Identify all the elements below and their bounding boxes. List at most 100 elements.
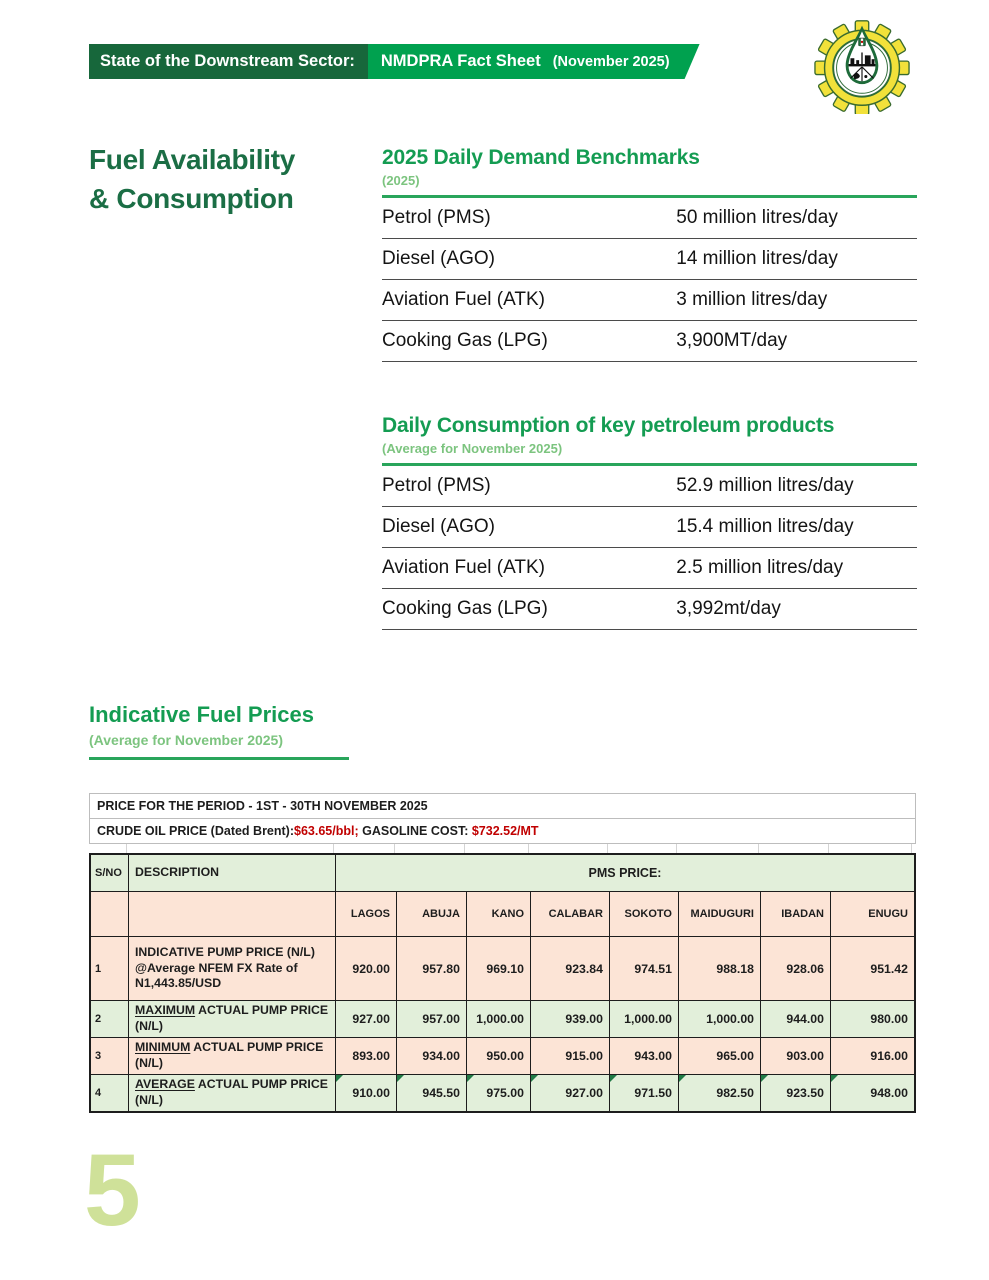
price-data-row: 4 AVERAGE ACTUAL PUMP PRICE (N/L) 910.00 94… [91,1074,914,1111]
benchmarks-title: 2025 Daily Demand Benchmarks [382,146,700,169]
consumption-block: Daily Consumption of key petroleum produ… [382,414,917,630]
price-value-cell: 950.00 [467,1038,531,1074]
city-header: MAIDUGURI [679,892,761,936]
crude-oil-value: $63.65/bbl; [294,824,359,838]
price-value-cell: 957.00 [397,1001,467,1037]
consumption-label: Petrol (PMS) [382,475,491,496]
price-value-cell: 927.00 [531,1075,610,1111]
banner-date: (November 2025) [552,53,670,70]
price-period-row: PRICE FOR THE PERIOD - 1ST - 30TH NOVEMB… [89,793,916,818]
empty-cell [129,892,336,936]
price-value-cell: 903.00 [761,1038,831,1074]
sno-cell: 3 [91,1038,129,1074]
prices-subtitle: (Average for November 2025) [89,732,284,748]
price-value-cell: 923.84 [531,937,610,1000]
benchmarks-label: Diesel (AGO) [382,248,495,269]
description-text: INDICATIVE PUMP PRICE (N/L) @Average NFE… [135,944,315,991]
prices-heading: Indicative Fuel Prices (Average for Nove… [89,702,349,760]
consumption-label: Diesel (AGO) [382,516,495,537]
gasoline-label: GASOLINE COST: [358,824,472,838]
sno-header: S/NO [91,855,129,891]
description-text: AVERAGE ACTUAL PUMP PRICE (N/L) [135,1077,328,1107]
price-value-cell: 915.00 [531,1038,610,1074]
city-header: LAGOS [336,892,397,936]
price-value-cell: 920.00 [336,937,397,1000]
banner-title: NMDPRA Fact Sheet [380,52,541,70]
page-number: 5 [84,1133,141,1247]
nmdpra-logo-icon [814,20,910,114]
price-value-cell: 965.00 [679,1038,761,1074]
page-title-line1: Fuel Availability [89,144,295,175]
description-cell: AVERAGE ACTUAL PUMP PRICE (N/L) [129,1075,336,1111]
consumption-row: Petrol (PMS) 52.9 million litres/day [382,466,917,507]
consumption-label: Aviation Fuel (ATK) [382,557,545,578]
pms-price-grid: S/NO DESCRIPTION PMS PRICE: LAGOS ABUJA KANO C… [89,853,916,1113]
price-value-cell: 928.06 [761,937,831,1000]
price-value-cell: 893.00 [336,1038,397,1074]
price-table: PRICE FOR THE PERIOD - 1ST - 30TH NOVEMB… [89,793,916,1113]
consumption-label: Cooking Gas (LPG) [382,598,548,619]
price-value-cell: 951.42 [831,937,914,1000]
description-text: MAXIMUM ACTUAL PUMP PRICE (N/L) [135,1003,329,1033]
consumption-title: Daily Consumption of key petroleum produ… [382,414,835,437]
benchmarks-value: 50 million litres/day [676,207,838,228]
description-underlined-word: MAXIMUM [135,1003,196,1018]
price-value-cell: 945.50 [397,1075,467,1111]
benchmarks-value: 14 million litres/day [676,248,838,269]
city-header: CALABAR [531,892,610,936]
price-value-cell: 982.50 [679,1075,761,1111]
price-value-cell: 939.00 [531,1001,610,1037]
price-data-row: 2 MAXIMUM ACTUAL PUMP PRICE (N/L) 927.00 95… [91,1000,914,1037]
price-value-cell: 971.50 [610,1075,679,1111]
sno-cell: 2 [91,1001,129,1037]
city-header: IBADAN [761,892,831,936]
consumption-table: Petrol (PMS) 52.9 million litres/day Diese… [382,466,917,630]
consumption-row: Diesel (AGO) 15.4 million litres/day [382,507,917,548]
consumption-row: Cooking Gas (LPG) 3,992mt/day [382,589,917,630]
price-value-cell: 916.00 [831,1038,914,1074]
crude-oil-row: CRUDE OIL PRICE (Dated Brent): $63.65/bb… [89,818,916,844]
gasoline-value: $732.52/MT [471,824,539,838]
price-value-cell: 948.00 [831,1075,914,1111]
empty-cell [91,892,129,936]
price-value-cell: 910.00 [336,1075,397,1111]
benchmarks-subtitle: (2025) [382,173,420,188]
header-banner: State of the Downstream Sector: NMDPRA F… [89,44,700,79]
green-rule [382,463,917,466]
banner-section-label: State of the Downstream Sector: [89,44,368,79]
city-header: SOKOTO [610,892,679,936]
description-cell: MAXIMUM ACTUAL PUMP PRICE (N/L) [129,1001,336,1037]
crude-oil-label: CRUDE OIL PRICE (Dated Brent): [97,824,295,838]
benchmarks-value: 3,900MT/day [676,330,788,351]
gridline-gap-row [89,844,916,853]
benchmarks-label: Petrol (PMS) [382,207,491,228]
page-title-line2: & Consumption [89,183,294,214]
green-rule [382,195,917,198]
price-value-cell: 943.00 [610,1038,679,1074]
description-underlined-word: AVERAGE [135,1077,195,1092]
benchmarks-label: Cooking Gas (LPG) [382,330,548,351]
city-header: ABUJA [397,892,467,936]
price-value-cell: 969.10 [467,937,531,1000]
consumption-value: 2.5 million litres/day [676,557,844,578]
price-value-cell: 1,000.00 [610,1001,679,1037]
description-header: DESCRIPTION [129,855,336,891]
page-title: Fuel Availability & Consumption [89,140,295,218]
city-header: KANO [467,892,531,936]
price-value-cell: 1,000.00 [467,1001,531,1037]
price-header-row: S/NO DESCRIPTION PMS PRICE: [91,855,914,891]
benchmarks-table: Petrol (PMS) 50 million litres/day Diesel … [382,198,917,362]
price-value-cell: 957.80 [397,937,467,1000]
green-rule [89,757,349,760]
consumption-subtitle: (Average for November 2025) [382,441,563,456]
price-data-row: 1 INDICATIVE PUMP PRICE (N/L) @Average NF… [91,936,914,1000]
benchmarks-row: Diesel (AGO) 14 million litres/day [382,239,917,280]
city-header: ENUGU [831,892,914,936]
price-value-cell: 1,000.00 [679,1001,761,1037]
benchmarks-row: Cooking Gas (LPG) 3,900MT/day [382,321,917,362]
sno-cell: 1 [91,937,129,1000]
price-value-cell: 923.50 [761,1075,831,1111]
description-cell: INDICATIVE PUMP PRICE (N/L) @Average NFE… [129,937,336,1000]
benchmarks-row: Aviation Fuel (ATK) 3 million litres/day [382,280,917,321]
